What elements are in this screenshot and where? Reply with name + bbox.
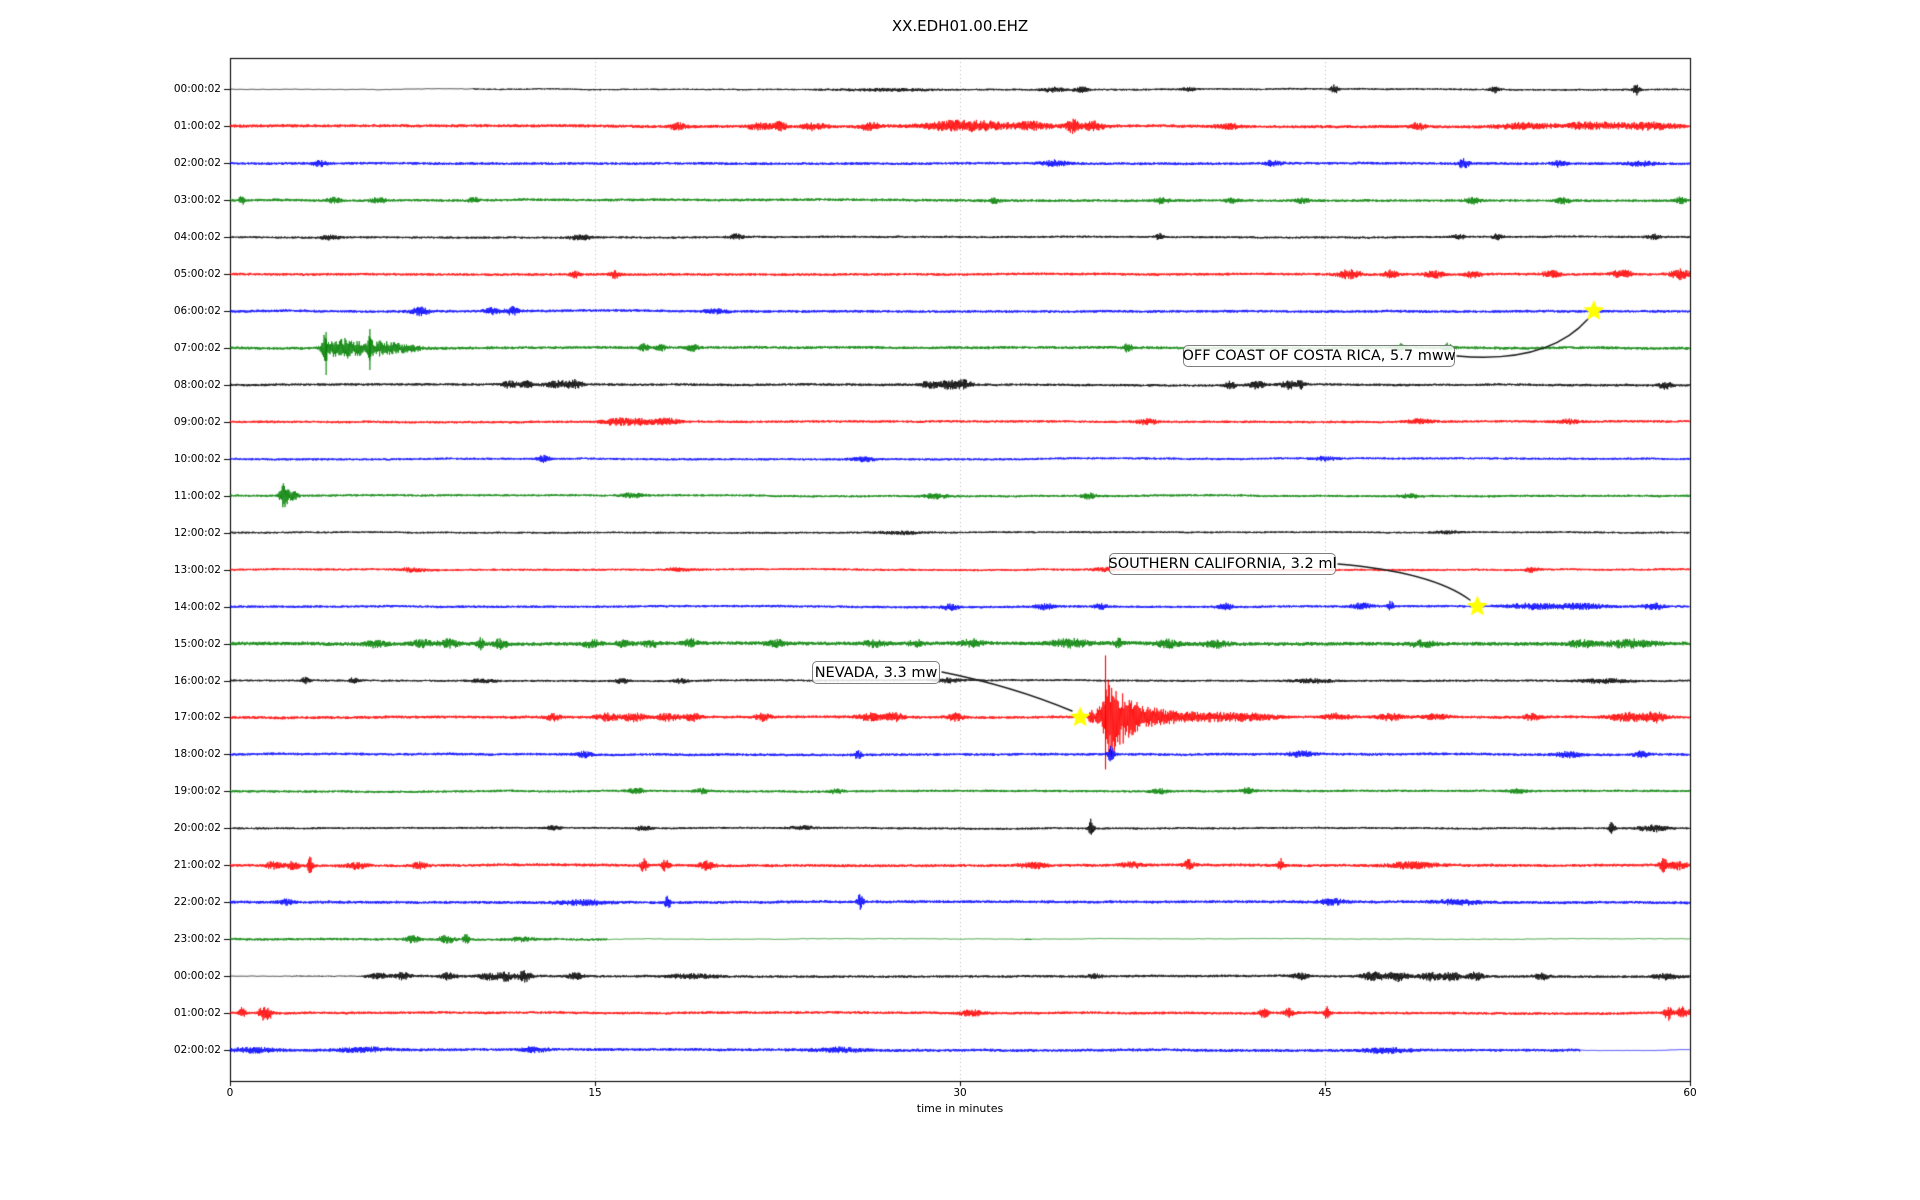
- y-tick-label: 18:00:02: [173, 748, 221, 761]
- y-tick-label: 20:00:02: [173, 822, 221, 835]
- y-tick-label: 01:00:02: [173, 120, 221, 133]
- y-tick-label: 03:00:02: [173, 194, 221, 207]
- y-tick-label: 17:00:02: [173, 711, 221, 724]
- y-tick-label: 14:00:02: [173, 600, 221, 613]
- y-tick-label: 05:00:02: [173, 268, 221, 281]
- y-tick-label: 06:00:02: [173, 305, 221, 317]
- x-tick-label: 0: [226, 1087, 234, 1099]
- y-tick-label: 08:00:02: [173, 378, 221, 391]
- y-tick-label: 00:00:02: [173, 970, 221, 983]
- event-annotation-box: SOUTHERN CALIFORNIA, 3.2 ml: [1109, 553, 1337, 575]
- y-tick-label: 19:00:02: [173, 785, 221, 798]
- y-tick-label: 22:00:02: [173, 896, 221, 909]
- y-tick-label: 15:00:02: [173, 637, 221, 650]
- y-tick-label: 10:00:02: [173, 452, 221, 465]
- x-tick-label: 45: [1318, 1087, 1332, 1099]
- y-tick-label: 23:00:02: [173, 933, 221, 946]
- event-annotation-box: NEVADA, 3.3 mw: [812, 661, 940, 684]
- x-axis-title: time in minutes: [916, 1102, 1004, 1115]
- y-tick-label: 21:00:02: [173, 859, 221, 872]
- y-tick-label: 13:00:02: [173, 563, 221, 576]
- y-tick-label: 02:00:02: [173, 1044, 221, 1056]
- x-tick-label: 15: [588, 1087, 602, 1099]
- y-tick-label: 02:00:02: [173, 157, 221, 170]
- x-tick-label: 60: [1683, 1087, 1697, 1099]
- chart-title: XX.EDH01.00.EHZ: [891, 17, 1029, 35]
- y-tick-label: 16:00:02: [173, 674, 221, 687]
- y-tick-label: 09:00:02: [173, 415, 221, 428]
- event-annotation-box: OFF COAST OF COSTA RICA, 5.7 mww: [1182, 345, 1456, 367]
- y-tick-label: 00:00:02: [173, 83, 221, 96]
- y-tick-label: 11:00:02: [173, 489, 221, 502]
- y-tick-label: 04:00:02: [173, 231, 221, 244]
- y-tick-label: 01:00:02: [173, 1007, 221, 1020]
- x-tick-label: 30: [953, 1087, 967, 1099]
- y-tick-label: 07:00:02: [173, 341, 221, 354]
- y-tick-label: 12:00:02: [173, 526, 221, 539]
